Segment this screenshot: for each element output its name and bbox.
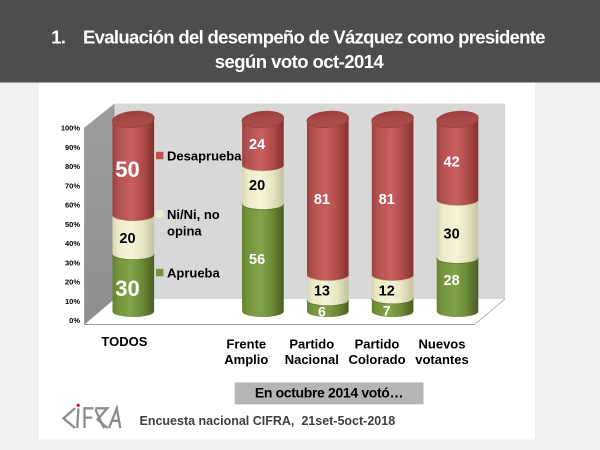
svg-text:Desaprueba: Desaprueba <box>167 148 242 163</box>
svg-text:20: 20 <box>249 178 265 194</box>
svg-text:votantes: votantes <box>415 352 468 367</box>
svg-text:Frente: Frente <box>226 337 266 352</box>
svg-text:Partido: Partido <box>289 337 334 352</box>
svg-text:Amplio: Amplio <box>224 352 268 367</box>
svg-text:50%: 50% <box>65 220 80 229</box>
svg-text:56: 56 <box>249 252 265 268</box>
svg-text:50: 50 <box>115 157 139 182</box>
svg-text:TODOS: TODOS <box>101 334 147 349</box>
svg-text:28: 28 <box>444 273 460 289</box>
svg-text:Encuesta nacional CIFRA, 21se: Encuesta nacional CIFRA, 21set-5oct-2018 <box>140 414 396 428</box>
svg-text:80%: 80% <box>65 162 80 171</box>
svg-text:90%: 90% <box>65 143 80 152</box>
svg-text:100%: 100% <box>61 124 81 133</box>
svg-text:20: 20 <box>119 231 135 247</box>
svg-text:10%: 10% <box>65 297 80 306</box>
svg-text:6: 6 <box>318 304 326 320</box>
svg-text:30%: 30% <box>65 258 80 267</box>
svg-text:20%: 20% <box>65 278 80 287</box>
svg-text:42: 42 <box>444 154 460 170</box>
svg-text:24: 24 <box>249 137 265 153</box>
svg-text:Nacional: Nacional <box>285 352 339 367</box>
svg-text:según voto oct-2014: según voto oct-2014 <box>215 51 385 72</box>
svg-text:81: 81 <box>379 192 395 208</box>
svg-text:Partido: Partido <box>355 337 400 352</box>
svg-text:Aprueba: Aprueba <box>167 266 221 281</box>
svg-text:30: 30 <box>115 276 139 301</box>
svg-text:Nuevos: Nuevos <box>419 337 466 352</box>
svg-text:Ni/Ni, no: Ni/Ni, no <box>167 207 220 222</box>
svg-text:30: 30 <box>444 227 460 243</box>
svg-text:60%: 60% <box>65 201 80 210</box>
svg-text:12: 12 <box>379 284 395 300</box>
svg-text:70%: 70% <box>65 181 80 190</box>
svg-text:opina: opina <box>167 224 202 239</box>
svg-text:40%: 40% <box>65 239 80 248</box>
svg-text:81: 81 <box>314 192 330 208</box>
svg-text:13: 13 <box>314 284 330 300</box>
svg-text:7: 7 <box>383 303 391 319</box>
svg-text:Colorado: Colorado <box>348 352 405 367</box>
svg-text:En octubre 2014 votó…: En octubre 2014 votó… <box>255 385 403 401</box>
svg-text:0%: 0% <box>69 316 80 325</box>
svg-text:1. Evaluación del desempeño: 1. Evaluación del desempeño de Vázquez c… <box>51 27 545 48</box>
